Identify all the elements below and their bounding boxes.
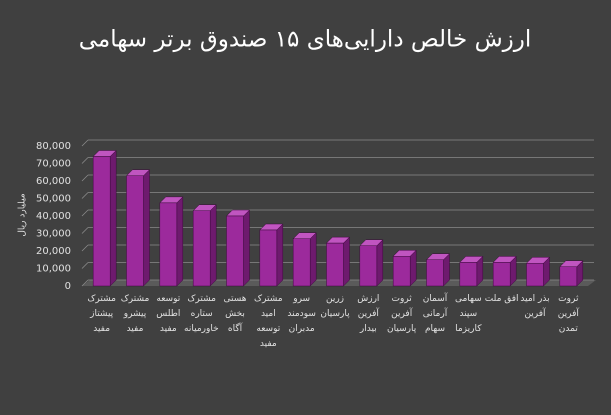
grid-line	[81, 139, 89, 147]
bar	[159, 202, 178, 287]
x-tick-label: سرو سودمند مدبران	[287, 294, 316, 334]
bar	[426, 259, 444, 287]
x-tick-label: آسمان آرمانی سهام	[422, 294, 448, 334]
bar	[392, 256, 411, 287]
x-tick-label: مشترک امید توسعه مفید	[254, 294, 283, 349]
bar-side	[343, 236, 350, 287]
x-tick-label: مشترک ستاره خاورمیانه	[184, 294, 219, 334]
grid-line	[81, 262, 89, 269]
x-tick-label: سهامی سپند کاریزما	[454, 294, 482, 334]
grid-line	[81, 227, 89, 234]
y-tick-label: 50,000	[36, 194, 71, 205]
bar	[192, 210, 211, 287]
x-tick-label: ثروت آفرین تمدن	[557, 294, 579, 334]
x-tick-label: ارزش آفرین بیدار	[357, 294, 380, 334]
bar	[359, 245, 378, 287]
bar-side	[276, 223, 284, 287]
bar	[492, 262, 511, 287]
bar	[92, 156, 111, 287]
bar	[459, 262, 478, 287]
grid-line	[81, 279, 89, 287]
y-axis-label: میلیارد ریال	[18, 193, 28, 237]
grid-line	[81, 244, 89, 252]
chart-title: ارزش خالص دارایی‌های ۱۵ صندوق برتر سهامی	[79, 27, 532, 53]
y-tick-label: 70,000	[36, 159, 71, 170]
bar	[126, 175, 144, 287]
bar	[326, 242, 344, 287]
bar	[559, 266, 578, 287]
bar-side	[176, 196, 184, 287]
bar	[226, 215, 244, 287]
x-tick-label: افق ملت	[484, 294, 519, 304]
grid-line	[81, 157, 89, 164]
y-tick-label: 80,000	[36, 141, 71, 152]
x-tick-label: توسعه اطلس مفید	[156, 294, 181, 334]
x-tick-label: هستی بخش آگاه	[223, 294, 247, 334]
bar-side	[109, 149, 117, 287]
bar-side	[143, 169, 150, 287]
y-tick-label: 40,000	[36, 211, 71, 222]
bar-side	[243, 209, 250, 287]
bar	[259, 229, 278, 287]
x-tick-label: بذر امید آفرین	[520, 294, 550, 319]
y-tick-label: 30,000	[36, 229, 71, 240]
bar-side	[209, 204, 217, 287]
x-tick-label: مشترک پیشرو مفید	[120, 294, 150, 334]
grid-line	[81, 174, 89, 182]
x-tick-label: مشترک پیشتاز مفید	[87, 294, 116, 334]
grid-line	[81, 209, 89, 217]
y-tick-label: 0	[65, 281, 71, 292]
grid-line	[81, 192, 89, 199]
y-tick-label: 10,000	[36, 264, 71, 275]
x-tick-label: زرین پارسیان	[320, 294, 350, 319]
bar-side	[309, 232, 317, 287]
y-tick-label: 60,000	[36, 176, 71, 187]
bar-side	[376, 239, 384, 287]
bar	[526, 263, 544, 287]
y-tick-label: 20,000	[36, 246, 71, 257]
bar	[292, 238, 311, 287]
x-tick-label: ثروت آفرین پارسیان	[387, 294, 417, 334]
